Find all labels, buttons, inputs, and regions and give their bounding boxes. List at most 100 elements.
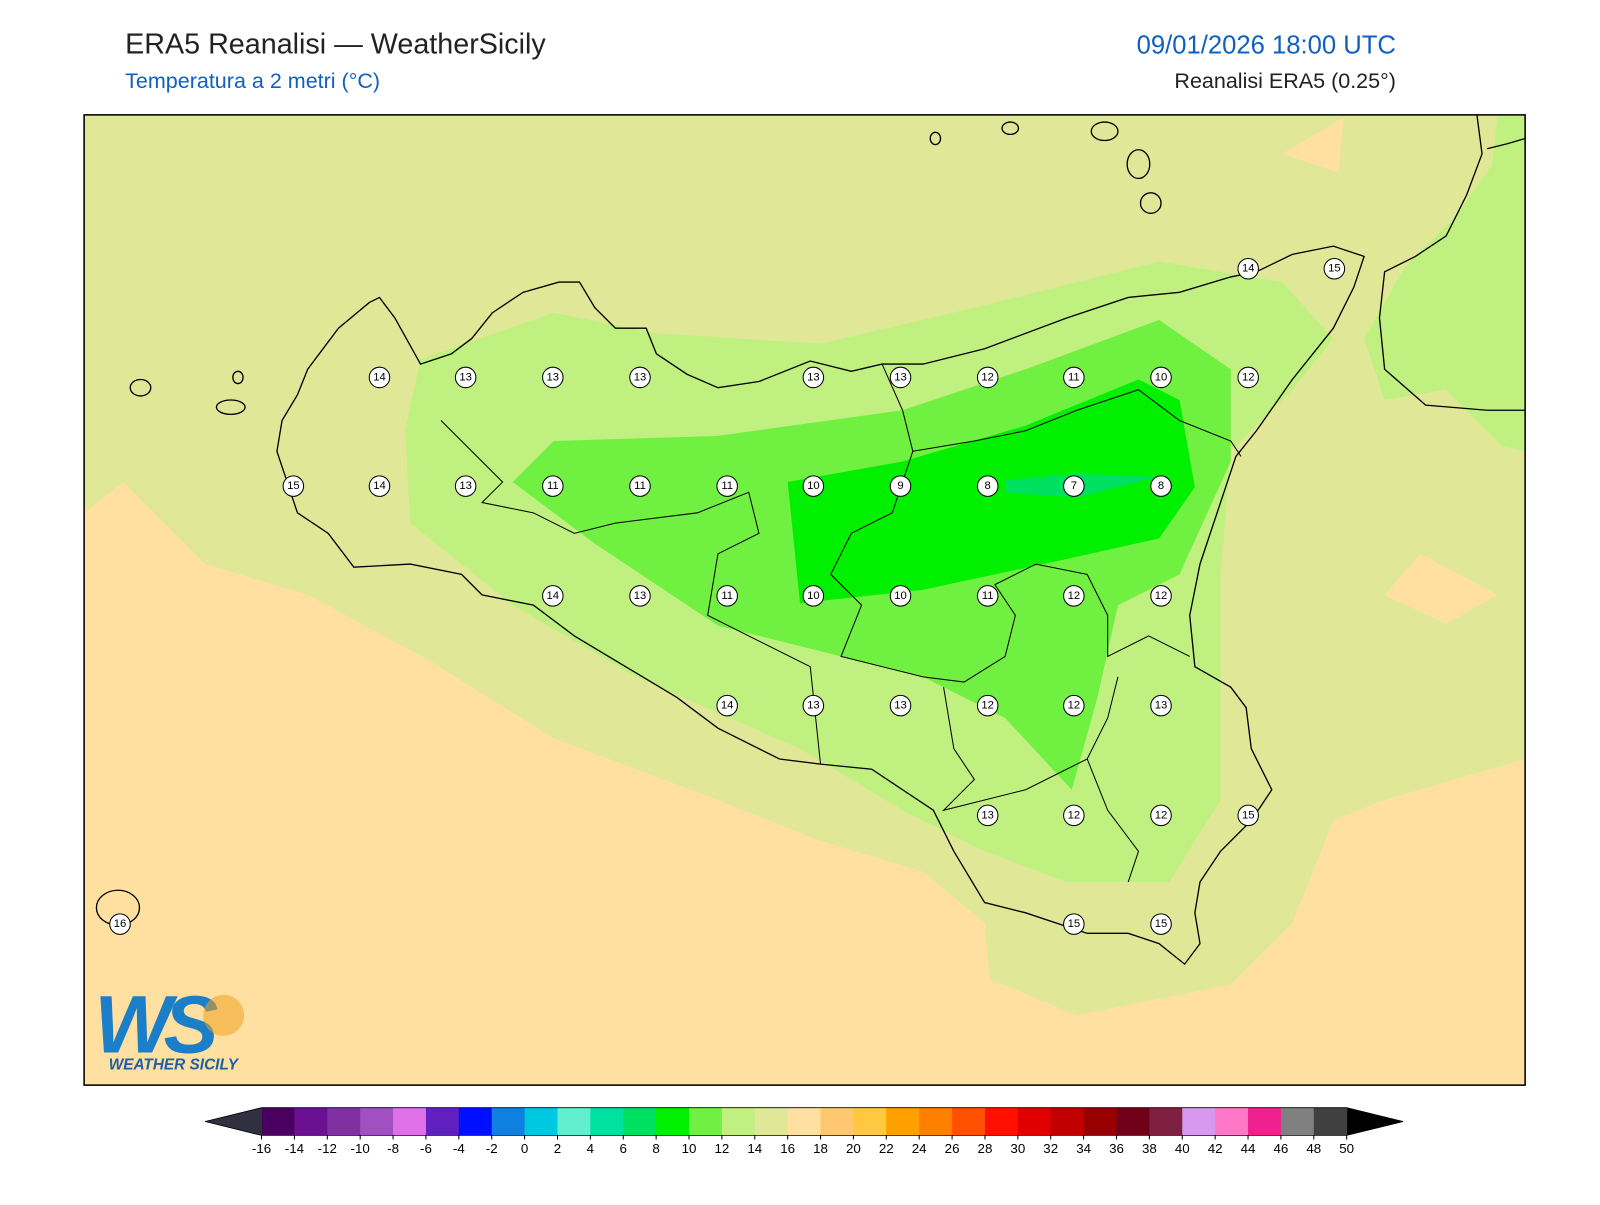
colorbar-tick-label: 18 (813, 1141, 828, 1156)
station-value: 13 (634, 590, 647, 602)
station-value: 13 (894, 700, 907, 712)
colorbar-segment (261, 1107, 295, 1136)
station-marker (716, 585, 738, 607)
station-value: 13 (634, 371, 647, 383)
station: 13 (889, 694, 912, 717)
station-marker (1150, 366, 1172, 389)
province-boundary (941, 676, 1119, 812)
colorbar-tick-label: 6 (620, 1141, 627, 1156)
station-value: 11 (634, 480, 646, 492)
province-boundary (1086, 574, 1190, 658)
station: 13 (454, 366, 477, 389)
station-value: 12 (1068, 809, 1081, 821)
colorbar-tick-label: 0 (521, 1141, 528, 1156)
station-value: 12 (1155, 590, 1168, 602)
station-marker (1237, 257, 1259, 280)
station-value: 12 (1068, 700, 1081, 712)
station: 12 (1150, 804, 1172, 827)
colorbar-segment (590, 1107, 624, 1136)
colorbar-tick-label: 12 (714, 1141, 729, 1156)
station-marker (542, 475, 564, 497)
colorbar-segment (1017, 1107, 1052, 1136)
colorbar-over (1346, 1107, 1404, 1136)
station-marker (889, 585, 912, 607)
station-marker (629, 366, 651, 389)
station-value: 12 (1155, 809, 1168, 821)
station: 13 (802, 366, 825, 389)
station-value: 13 (547, 371, 560, 383)
station-marker (802, 694, 825, 717)
colorbar-tick-label: -6 (420, 1141, 432, 1156)
station-value: 13 (807, 700, 820, 712)
colorbar-segment (787, 1107, 822, 1136)
station: 12 (1063, 585, 1085, 607)
colorbar-segment (458, 1107, 493, 1136)
station-marker (542, 366, 564, 389)
field-12-14 (1364, 114, 1526, 452)
colorbar-tick-label: -12 (318, 1141, 337, 1156)
station-marker (1063, 585, 1085, 607)
station: 11 (976, 585, 999, 607)
logo-name: WEATHER SICILY (109, 1057, 240, 1074)
map: 14 15 14 13 13 13 13 13 12 11 10 12 15 14 13 11 11 11 10 9 8… (84, 114, 1526, 1086)
station-marker (1237, 804, 1259, 827)
station-marker (1063, 913, 1085, 935)
colorbar-tick-label: 40 (1175, 1141, 1190, 1156)
station-value: 13 (894, 371, 907, 383)
colorbar-tick-label: 10 (682, 1141, 697, 1156)
station: 10 (889, 585, 912, 607)
colorbar-tick-label: 38 (1142, 1141, 1157, 1156)
station-value: 14 (373, 480, 386, 492)
colorbar-segment (820, 1107, 854, 1136)
colorbar-segment (1149, 1107, 1183, 1136)
station: 10 (1150, 366, 1172, 389)
station-marker (1150, 475, 1172, 497)
colorbar-segment (1248, 1107, 1282, 1136)
station-value: 12 (981, 700, 994, 712)
station-value: 11 (1068, 371, 1080, 383)
station-value: 14 (373, 371, 386, 383)
station-marker (1150, 804, 1172, 827)
colorbar-tick-label: 26 (945, 1141, 960, 1156)
station-value: 14 (547, 590, 560, 602)
colorbar-tick-label: -4 (453, 1141, 465, 1156)
colorbar-segment (886, 1107, 920, 1136)
station: 13 (976, 804, 999, 827)
station: 8 (976, 475, 999, 497)
field-16-18 (84, 482, 1526, 1086)
station-marker (1150, 585, 1172, 607)
colorbar-segment (1182, 1107, 1216, 1136)
station-value: 10 (807, 480, 820, 492)
colorbar-tick-label: 14 (747, 1141, 762, 1156)
colorbar-segment (491, 1107, 526, 1136)
station: 11 (1063, 366, 1085, 389)
colorbar-segment (952, 1107, 986, 1136)
station: 10 (802, 475, 825, 497)
subtitle: Temperatura a 2 metri (°C) (125, 69, 380, 93)
station-value: 13 (1155, 700, 1168, 712)
island (1090, 121, 1119, 142)
province-boundary (440, 420, 822, 765)
station: 15 (1237, 804, 1259, 827)
colorbar-segment (1116, 1107, 1150, 1136)
station: 12 (976, 694, 999, 717)
station-value: 7 (1071, 480, 1077, 492)
station-marker (889, 366, 912, 389)
station-value: 15 (287, 480, 300, 492)
station-marker (976, 804, 999, 827)
station: 14 (542, 585, 564, 607)
colorbar-segment (1313, 1107, 1348, 1136)
station-value: 9 (897, 480, 903, 492)
station: 13 (802, 694, 825, 717)
station: 15 (1150, 913, 1172, 935)
station-marker (1063, 804, 1085, 827)
station-marker (109, 913, 131, 935)
station-marker (976, 475, 999, 497)
station-marker (282, 475, 305, 497)
station-marker (976, 694, 999, 717)
station-marker (454, 475, 477, 497)
station-marker (542, 585, 564, 607)
station: 14 (1237, 257, 1259, 280)
colorbar-segment (1215, 1107, 1249, 1136)
station: 11 (629, 475, 651, 497)
